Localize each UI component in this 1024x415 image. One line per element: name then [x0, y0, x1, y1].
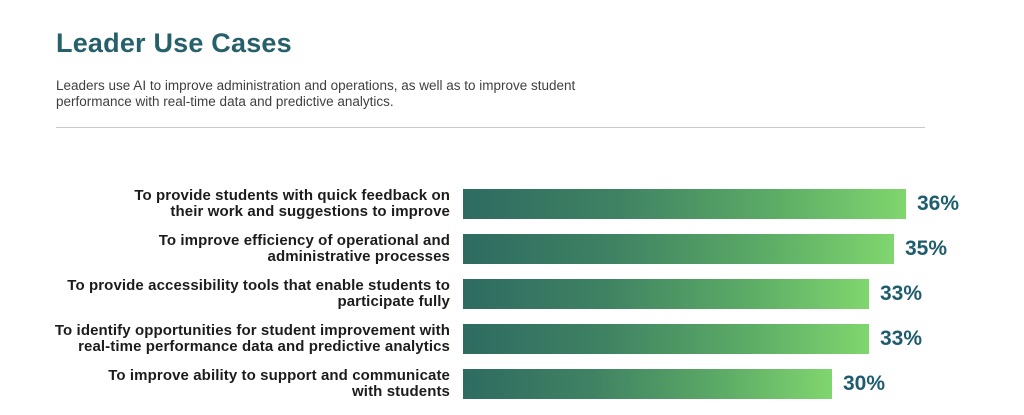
bar-label-line: with students	[352, 382, 450, 400]
bar-category-label: To provide students with quick feedback …	[0, 186, 450, 220]
bar-label-line: To provide accessibility tools that enab…	[67, 276, 450, 294]
bar-value-label: 35%	[905, 236, 948, 260]
bar-fill	[463, 233, 894, 264]
bar-fill	[463, 188, 906, 219]
bar-value-label: 33%	[880, 281, 923, 305]
header-divider	[56, 126, 925, 128]
bar-label-line: real-time performance data and predictiv…	[78, 337, 450, 355]
subtitle-line-2: performance with real-time data and pred…	[56, 94, 394, 110]
bar-category-label: To identify opportunities for student im…	[0, 321, 450, 355]
bar-row: To identify opportunities for student im…	[0, 321, 1024, 355]
bar-row: To improve efficiency of operational and…	[0, 231, 1024, 265]
bar-label-line: To identify opportunities for student im…	[54, 321, 450, 339]
bar-label-line: their work and suggestions to improve	[170, 202, 450, 220]
bar-row: To improve ability to support and commun…	[0, 366, 1024, 400]
bar-category-label: To provide accessibility tools that enab…	[0, 276, 450, 310]
subtitle-line-1: Leaders use AI to improve administration…	[56, 78, 576, 93]
bar-value-label: 36%	[917, 191, 960, 215]
bar-chart: To provide students with quick feedback …	[0, 186, 1024, 400]
page-title: Leader Use Cases	[56, 28, 292, 58]
bar-row: To provide students with quick feedback …	[0, 186, 1024, 220]
bar-label-line: To provide students with quick feedback …	[134, 186, 450, 204]
bar-row: To provide accessibility tools that enab…	[0, 276, 1024, 310]
bar-label-line: To improve efficiency of operational and	[158, 231, 450, 249]
bar-cell: 36%	[463, 188, 960, 219]
bar-label-line: participate fully	[337, 292, 450, 310]
bar-fill	[463, 368, 832, 399]
chart-header: Leader Use Cases Leaders use AI to impro…	[56, 28, 1024, 111]
bar-fill	[463, 278, 869, 309]
bar-label-line: administrative processes	[267, 247, 450, 265]
bar-value-label: 30%	[843, 371, 886, 395]
bar-cell: 33%	[463, 323, 923, 354]
bar-fill	[463, 323, 869, 354]
bar-category-label: To improve ability to support and commun…	[0, 366, 450, 400]
bar-cell: 35%	[463, 233, 948, 264]
bar-category-label: To improve efficiency of operational and…	[0, 231, 450, 265]
bar-value-label: 33%	[880, 326, 923, 350]
chart-subtitle: Leaders use AI to improve administration…	[56, 78, 1024, 111]
bar-cell: 33%	[463, 278, 923, 309]
bar-label-line: To improve ability to support and commun…	[108, 366, 450, 384]
bar-cell: 30%	[463, 368, 886, 399]
